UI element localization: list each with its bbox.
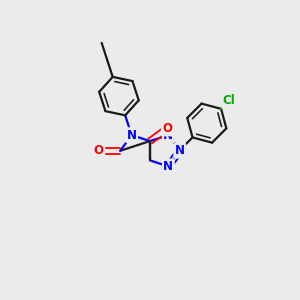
- Text: N: N: [175, 144, 185, 157]
- Text: N: N: [164, 129, 173, 142]
- Text: O: O: [162, 122, 172, 135]
- Text: N: N: [127, 129, 136, 142]
- Text: N: N: [164, 160, 173, 173]
- Text: O: O: [94, 144, 104, 157]
- Text: Cl: Cl: [223, 94, 236, 107]
